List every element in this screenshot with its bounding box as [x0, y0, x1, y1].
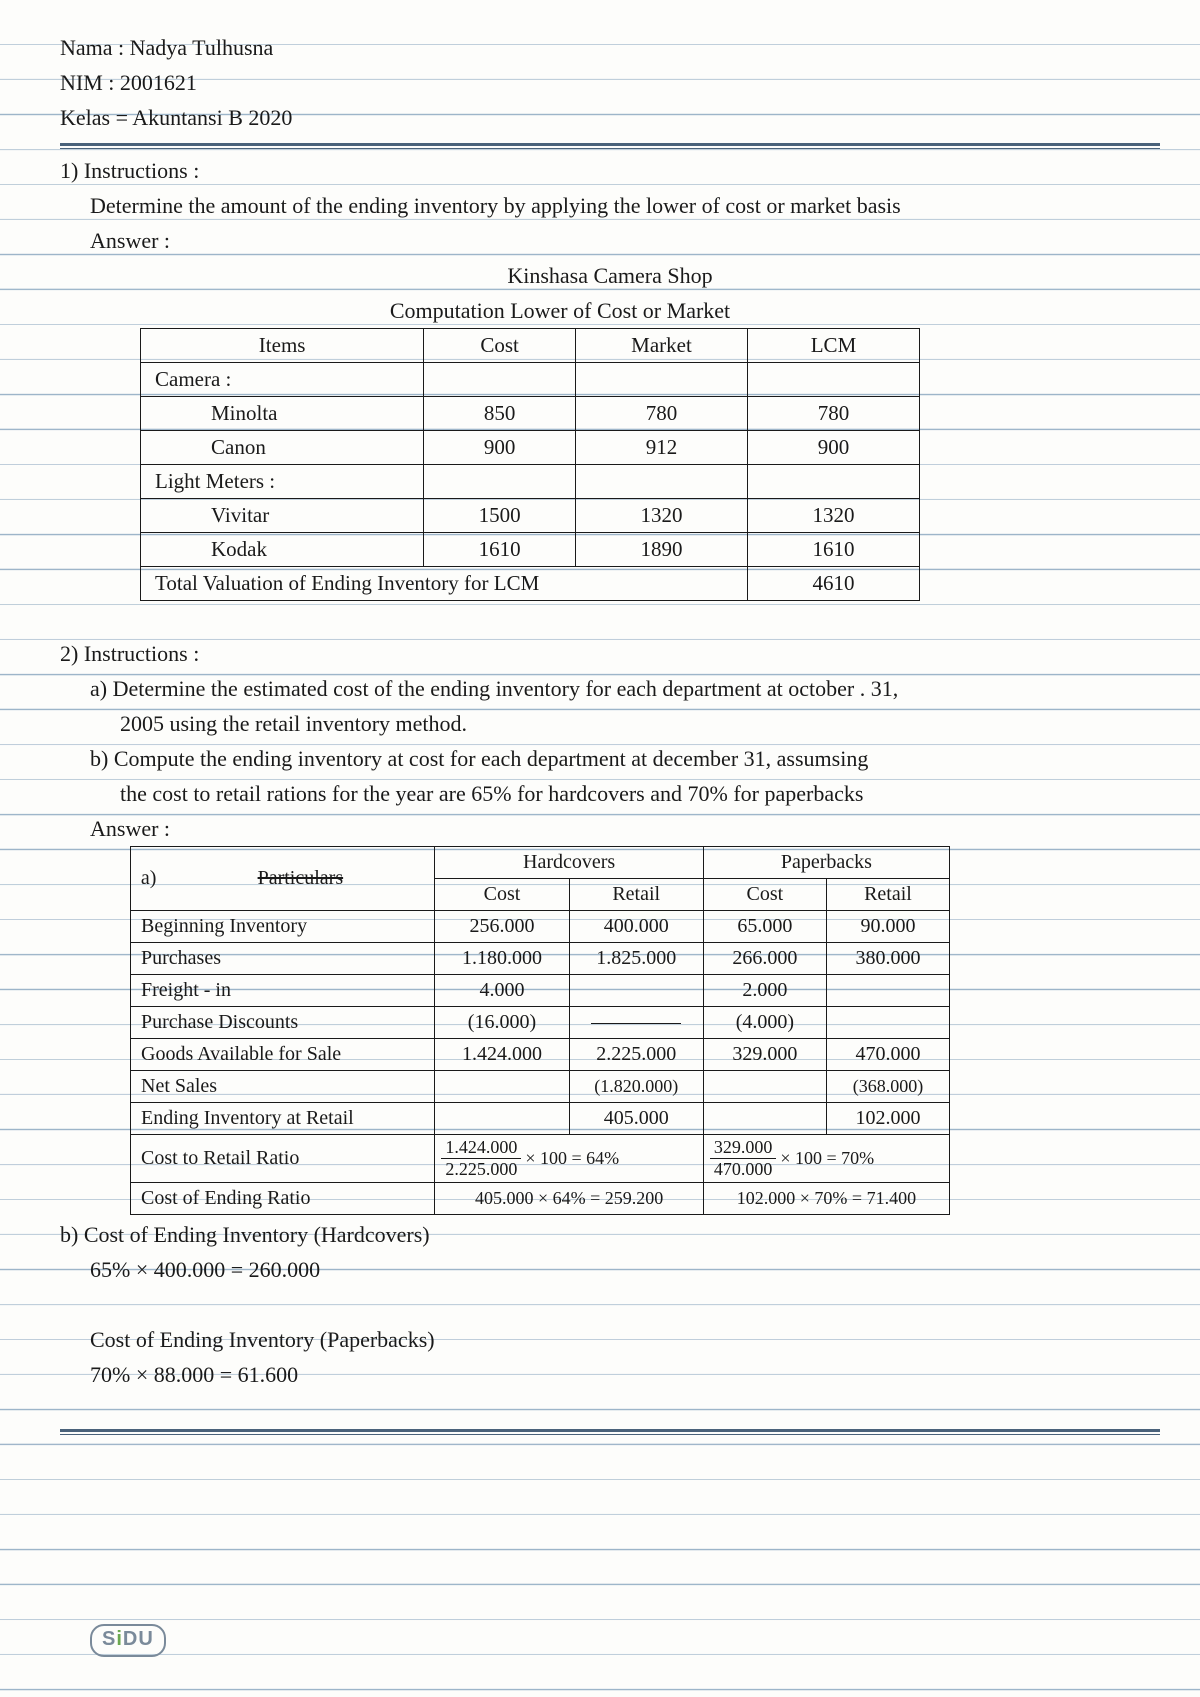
q2a-line1: a) Determine the estimated cost of the e…	[60, 671, 1160, 706]
lcm-table: Items Cost Market LCM Camera : Minolta 8…	[140, 328, 920, 601]
q1-instruction: Determine the amount of the ending inven…	[60, 188, 1160, 223]
col-hc: Cost	[435, 879, 569, 911]
partb-title-p: Cost of Ending Inventory (Paperbacks)	[60, 1322, 1160, 1357]
row-freight: Freight - in 4.000 2.000	[131, 975, 950, 1007]
comp-title: Computation Lower of Cost or Market	[60, 293, 1160, 328]
col-lcm: LCM	[748, 329, 920, 363]
col-pr: Retail	[826, 879, 949, 911]
row-canon: Canon 900 912 900	[141, 431, 920, 465]
row-vivitar: Vivitar 1500 1320 1320	[141, 499, 920, 533]
kelas-value: Akuntansi B 2020	[132, 105, 292, 130]
row-minolta: Minolta 850 780 780	[141, 397, 920, 431]
col-pc: Cost	[703, 879, 826, 911]
name-label: Nama :	[60, 35, 124, 60]
col-hardcovers: Hardcovers	[435, 847, 704, 879]
partb-calc-h: 65% × 400.000 = 260.000	[60, 1252, 1160, 1287]
partb-title-h: b) Cost of Ending Inventory (Hardcovers)	[60, 1217, 1160, 1252]
row-beginning: Beginning Inventory 256.000 400.000 65.0…	[131, 911, 950, 943]
retail-table: a) Particulars Hardcovers Paperbacks Cos…	[130, 846, 950, 1215]
col-market: Market	[576, 329, 748, 363]
row-available: Goods Available for Sale 1.424.000 2.225…	[131, 1039, 950, 1071]
nim-value: 2001621	[120, 70, 197, 95]
row-discounts: Purchase Discounts (16.000) (4.000)	[131, 1007, 950, 1039]
sidu-logo: SiDU	[90, 1624, 166, 1657]
answer-label-2: Answer :	[60, 811, 1160, 846]
row-total: Total Valuation of Ending Inventory for …	[141, 567, 920, 601]
row-ending-retail: Ending Inventory at Retail 405.000 102.0…	[131, 1103, 950, 1135]
nim-label: NIM :	[60, 70, 114, 95]
divider-bottom	[60, 1429, 1160, 1435]
category-lightmeters: Light Meters :	[141, 465, 424, 499]
col-paperbacks: Paperbacks	[703, 847, 949, 879]
q2a-line2: 2005 using the retail inventory method.	[60, 706, 1160, 741]
category-camera: Camera :	[141, 363, 424, 397]
q2b-line1: b) Compute the ending inventory at cost …	[60, 741, 1160, 776]
col-cost: Cost	[424, 329, 576, 363]
name-value: Nadya Tulhusna	[130, 35, 274, 60]
row-netsales: Net Sales (1.820.000) (368.000)	[131, 1071, 950, 1103]
shop-title: Kinshasa Camera Shop	[60, 258, 1160, 293]
divider	[60, 143, 1160, 149]
row-kodak: Kodak 1610 1890 1610	[141, 533, 920, 567]
col-items: Items	[141, 329, 424, 363]
col-hr: Retail	[569, 879, 703, 911]
part-a-marker: a)	[131, 847, 167, 911]
sum-rule	[591, 1023, 681, 1024]
row-cost-ending: Cost of Ending Ratio 405.000 × 64% = 259…	[131, 1183, 950, 1215]
q2-heading: 2) Instructions :	[60, 636, 1160, 671]
answer-label-1: Answer :	[60, 223, 1160, 258]
q1-heading: 1) Instructions :	[60, 153, 1160, 188]
row-purchases: Purchases 1.180.000 1.825.000 266.000 38…	[131, 943, 950, 975]
col-particulars: Particulars	[166, 847, 435, 911]
kelas-label: Kelas =	[60, 105, 128, 130]
q2b-line2: the cost to retail rations for the year …	[60, 776, 1160, 811]
partb-calc-p: 70% × 88.000 = 61.600	[60, 1357, 1160, 1392]
row-ratio: Cost to Retail Ratio 1.424.000 2.225.000…	[131, 1135, 950, 1183]
